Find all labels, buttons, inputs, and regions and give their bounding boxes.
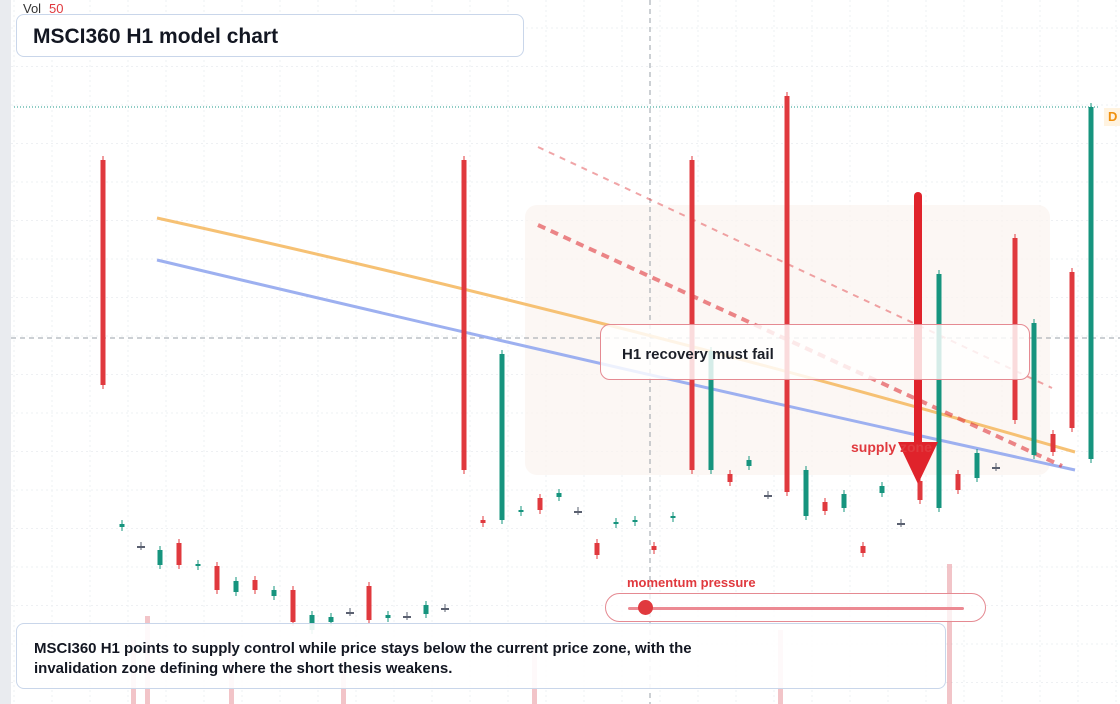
candle [423,605,429,614]
volume-label: Vol [23,1,42,16]
candle [119,524,125,527]
candle [594,543,600,555]
candle [860,546,866,553]
candle [822,502,828,511]
overlay-dashed-lower [537,223,1063,468]
left-price-scale-strip [0,0,11,704]
candle [974,453,980,478]
candle [366,586,372,620]
candle [214,566,220,590]
candle [441,608,449,610]
momentum-slider-track[interactable] [628,607,964,610]
candle [233,581,239,592]
candle [841,494,847,508]
candle [271,590,277,596]
candle [480,520,486,523]
candle [955,474,961,490]
price-scale-edge-tag: D [1104,108,1120,126]
candle [176,543,182,565]
momentum-label: momentum pressure [627,575,756,590]
candle [309,615,315,630]
volume-bar [947,564,952,704]
momentum-slider-thumb[interactable] [637,600,653,615]
candle [651,546,657,550]
candle-series [100,92,1094,634]
candle [632,520,638,522]
candle [1088,107,1094,459]
candle [195,564,201,566]
candle [1050,434,1056,452]
candle [708,351,714,470]
summary-text: MSCI360 H1 points to supply control whil… [34,640,692,677]
candle [746,460,752,466]
candle [879,486,885,493]
candle [574,511,582,513]
recovery-callout-text: H1 recovery must fail [622,346,774,363]
candle [537,498,543,510]
candle [518,510,524,512]
candle [670,516,676,518]
candle [803,470,809,516]
candle [100,160,106,385]
candle [403,616,411,618]
candle [727,474,733,482]
candle [346,612,354,614]
candle [784,96,790,492]
candle [137,546,145,548]
candle [252,580,258,590]
candle [556,493,562,497]
chart-title: MSCI360 H1 model chart [33,25,279,48]
candle [936,274,942,508]
candle [461,160,467,470]
candle [157,550,163,565]
candle [328,617,334,622]
candle [1031,323,1037,455]
candle [897,523,905,525]
summary-card: MSCI360 H1 points to supply control whil… [16,623,946,689]
candle [689,160,695,470]
candle [917,481,923,500]
candle [385,615,391,618]
candle [1069,272,1075,428]
candle [764,495,772,497]
candle [613,522,619,524]
recovery-callout[interactable]: H1 recovery must fail [600,324,1030,380]
candle [992,467,1000,469]
momentum-slider[interactable] [605,593,986,622]
chart-zones [14,106,1098,475]
chart-title-card: MSCI360 H1 model chart [16,14,524,57]
candle [499,354,505,520]
volume-value: 50 [49,1,64,16]
candle [290,590,296,622]
short-arrow-head [898,442,938,484]
short-arrow-icon [898,192,938,484]
supply-zone-label: supply zone [851,439,932,455]
